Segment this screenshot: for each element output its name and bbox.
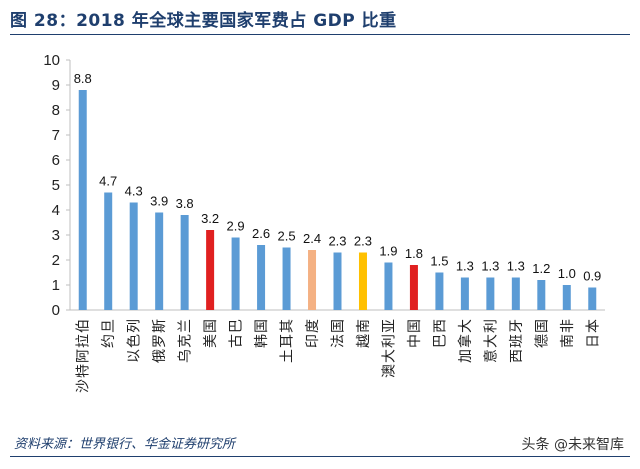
- category-label: 加拿大: [457, 318, 474, 363]
- data-label: 1.8: [405, 246, 423, 261]
- data-label: 3.8: [176, 196, 194, 211]
- bar: [486, 277, 495, 310]
- y-tick-label: 0: [52, 302, 60, 319]
- category-label: 西班牙: [509, 318, 525, 363]
- category-label: 土耳其: [280, 318, 296, 363]
- category-label: 越南: [356, 318, 372, 348]
- data-label: 2.5: [278, 229, 296, 244]
- category-label: 以色列: [126, 318, 143, 363]
- y-tick-label: 6: [52, 152, 60, 169]
- data-label: 2.3: [354, 234, 372, 249]
- bar: [333, 252, 342, 310]
- category-label: 意大利: [482, 318, 499, 363]
- bar: [384, 262, 393, 310]
- bar: [231, 237, 240, 310]
- y-tick-label: 5: [52, 177, 60, 194]
- y-tick-label: 2: [52, 252, 60, 269]
- y-tick-label: 3: [52, 227, 60, 244]
- bar: [282, 247, 291, 310]
- data-label: 1.3: [507, 259, 525, 274]
- y-tick-label: 4: [52, 202, 60, 219]
- bar: [588, 287, 597, 310]
- bar: [155, 212, 164, 310]
- bar: [537, 280, 546, 310]
- y-tick-label: 1: [52, 277, 60, 294]
- data-label: 4.3: [125, 184, 143, 199]
- y-tick-label: 7: [52, 127, 60, 144]
- data-label: 2.4: [303, 231, 321, 246]
- chart-title: 图 28：2018 年全球主要国家军费占 GDP 比重: [10, 11, 397, 31]
- category-label: 古巴: [229, 318, 245, 348]
- category-label: 澳大利亚: [381, 318, 397, 378]
- bar: [562, 285, 571, 310]
- bar: [435, 272, 444, 310]
- bar: [129, 202, 138, 310]
- footer-divider: [10, 456, 630, 457]
- category-label: 南非: [560, 318, 576, 348]
- bar: [308, 250, 317, 310]
- data-label: 0.9: [583, 269, 601, 284]
- category-label: 乌克兰: [178, 318, 194, 363]
- bar: [180, 215, 189, 310]
- y-tick-label: 10: [43, 52, 60, 69]
- data-label: 1.0: [558, 266, 576, 281]
- data-label: 1.5: [430, 254, 448, 269]
- category-label: 中国: [407, 318, 423, 348]
- y-tick-label: 8: [52, 102, 60, 119]
- data-label: 1.3: [456, 259, 474, 274]
- data-label: 3.2: [201, 211, 219, 226]
- category-label: 日本: [585, 318, 601, 348]
- category-label: 沙特阿拉伯: [76, 318, 92, 393]
- category-label: 韩国: [254, 318, 270, 348]
- data-label: 4.7: [99, 174, 117, 189]
- bar-chart: 0 1 2 3 4 5 6 7 8 9 10 8.8 沙特阿拉伯 4.7 约旦 4.3 以色列 3.9 俄罗斯 3.8…: [43, 52, 605, 393]
- bar: [511, 277, 520, 310]
- data-label: 2.6: [252, 226, 270, 241]
- category-label: 约旦: [101, 318, 117, 348]
- bar: [78, 90, 87, 310]
- bar: [460, 277, 469, 310]
- category-label: 美国: [203, 318, 219, 348]
- watermark-badge: 头条 @未来智库: [515, 432, 630, 456]
- bar: [104, 192, 113, 310]
- bar: [257, 245, 266, 310]
- category-label: 俄罗斯: [152, 318, 168, 363]
- data-label: 1.9: [379, 244, 397, 259]
- category-label: 法国: [331, 318, 347, 348]
- data-label: 1.2: [532, 261, 550, 276]
- y-tick-label: 9: [52, 77, 60, 94]
- category-label: 印度: [305, 318, 321, 348]
- source-note: 资料来源：世界银行、华金证券研究所: [14, 437, 236, 452]
- category-label: 巴西: [432, 318, 448, 348]
- bar: [358, 252, 367, 310]
- bar: [409, 265, 418, 310]
- category-label: 德国: [534, 318, 550, 348]
- data-label: 3.9: [150, 194, 168, 209]
- data-label: 2.9: [227, 219, 245, 234]
- data-label: 2.3: [328, 234, 346, 249]
- data-label: 1.3: [481, 259, 499, 274]
- title-divider: [10, 34, 630, 35]
- data-label: 8.8: [74, 71, 92, 86]
- bar: [206, 230, 215, 310]
